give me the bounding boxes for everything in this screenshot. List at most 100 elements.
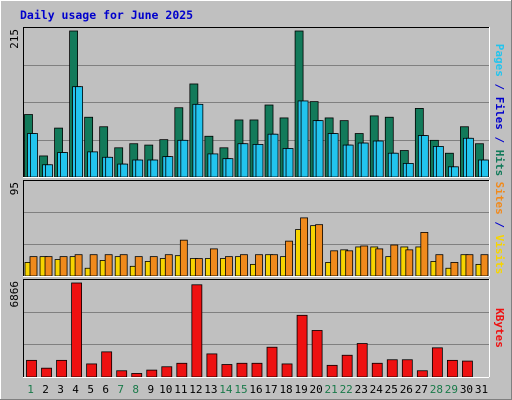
- day-tick-label: 20: [310, 383, 323, 396]
- day-tick-label: 19: [294, 383, 307, 396]
- pages-bar: [240, 143, 249, 178]
- visits-y-max-tick-label: 95: [8, 182, 21, 195]
- kbytes-bar: [431, 347, 443, 378]
- pages-bar: [390, 152, 399, 178]
- kbytes-bar: [281, 363, 293, 378]
- sites-bar: [134, 256, 143, 277]
- kbytes-gridlines: [24, 312, 489, 345]
- sites-bar: [270, 254, 278, 277]
- sites-bar: [405, 249, 414, 277]
- pages-bar: [330, 133, 339, 178]
- sites-bar: [300, 217, 308, 277]
- sites-bar: [465, 254, 474, 277]
- pages-bar: [60, 152, 68, 178]
- hits-files-pages-panel: 215 Pages / Files / Hits: [8, 27, 506, 178]
- sites-bar: [164, 254, 173, 277]
- day-tick-label: 10: [159, 383, 172, 396]
- sites-bar: [44, 256, 53, 277]
- day-tick-label: 25: [385, 383, 398, 396]
- day-tick-label: 31: [475, 383, 488, 396]
- kbytes-y-max-tick-label: 6866: [8, 281, 21, 308]
- day-tick-label: 9: [147, 383, 154, 396]
- sites-bar: [450, 262, 459, 277]
- pages-bar: [105, 156, 114, 178]
- sites-bar: [104, 254, 113, 277]
- kbytes-plot-area: [23, 279, 489, 377]
- kbytes-bar: [356, 343, 368, 378]
- day-tick-label: 14: [219, 383, 233, 396]
- day-tick-label: 11: [174, 383, 187, 396]
- kbytes-bar: [86, 363, 98, 378]
- pages-bar: [300, 100, 309, 178]
- kbytes-bar: [161, 366, 173, 378]
- day-tick-label: 3: [57, 383, 64, 396]
- sites-bar: [29, 256, 38, 277]
- kbytes-bars: [26, 282, 473, 378]
- kbytes-bar: [401, 359, 413, 378]
- pages-bar: [150, 159, 159, 178]
- sites-bar: [119, 254, 128, 277]
- kbytes-bar: [191, 284, 203, 378]
- legend-label-segment: Sites: [493, 182, 506, 215]
- legend-label-segment: /: [493, 77, 506, 97]
- legend-label-segment: Pages: [493, 44, 506, 77]
- hits-y-max-tick-label: 215: [8, 29, 21, 49]
- day-tick-label: 21: [325, 383, 338, 396]
- sites-bar: [390, 244, 399, 277]
- pages-bar: [435, 146, 444, 178]
- kbytes-bar: [206, 353, 218, 378]
- day-tick-label: 28: [430, 383, 443, 396]
- pages-bar: [120, 163, 129, 178]
- sites-bar: [179, 239, 188, 277]
- pages-bar: [195, 103, 204, 178]
- chart-title: Daily usage for June 2025: [20, 8, 193, 22]
- pages-bar: [285, 148, 294, 178]
- sites-bar: [74, 254, 83, 277]
- kbytes-panel: 6866 KBytes: [8, 279, 506, 378]
- visits-sites-panel: 95 Sites / Visits: [8, 180, 506, 277]
- kbytes-bar: [71, 282, 82, 378]
- legend-label-segment: Hits: [493, 150, 506, 177]
- day-tick-label: 18: [279, 383, 292, 396]
- day-tick-label: 30: [460, 383, 473, 396]
- legend-label-segment: KBytes: [493, 308, 506, 348]
- pages-bar: [90, 151, 99, 178]
- kbytes-bar: [116, 370, 128, 378]
- day-tick-label: 5: [87, 383, 94, 396]
- day-tick-label: 4: [72, 383, 79, 396]
- pages-bar: [255, 144, 264, 178]
- kbytes-bar: [416, 370, 428, 378]
- day-tick-label: 26: [400, 383, 413, 396]
- kbytes-bar: [101, 351, 113, 378]
- kbytes-bar: [341, 354, 353, 378]
- legend-label-segment: Visits: [493, 235, 506, 275]
- day-tick-label: 23: [355, 383, 368, 396]
- pages-bar: [315, 120, 324, 178]
- pages-bar: [405, 163, 414, 178]
- sites-bar: [435, 254, 444, 277]
- pages-bar: [375, 140, 384, 178]
- day-tick-label: 2: [42, 383, 49, 396]
- kbytes-bar: [371, 362, 383, 378]
- kbytes-bar: [462, 360, 473, 378]
- kbytes-legend-label: KBytes: [493, 308, 506, 348]
- sites-bar: [225, 256, 233, 277]
- day-tick-label: 7: [117, 383, 124, 396]
- sites-bar: [149, 256, 158, 277]
- kbytes-bar: [56, 359, 67, 378]
- sites-bar: [345, 250, 354, 277]
- pages-bar: [451, 166, 459, 178]
- day-tick-label: 12: [189, 383, 202, 396]
- sites-bar: [194, 258, 203, 277]
- pages-bar: [481, 159, 489, 178]
- day-tick-label: 24: [370, 383, 384, 396]
- hits-files-pages-legend-label: Pages / Files / Hits: [493, 44, 506, 177]
- day-tick-label: 29: [445, 383, 458, 396]
- pages-bar: [420, 135, 429, 178]
- day-tick-label: 6: [102, 383, 109, 396]
- sites-visits-legend-label: Sites / Visits: [493, 182, 506, 275]
- pages-bar: [270, 133, 279, 178]
- kbytes-bar: [326, 364, 338, 378]
